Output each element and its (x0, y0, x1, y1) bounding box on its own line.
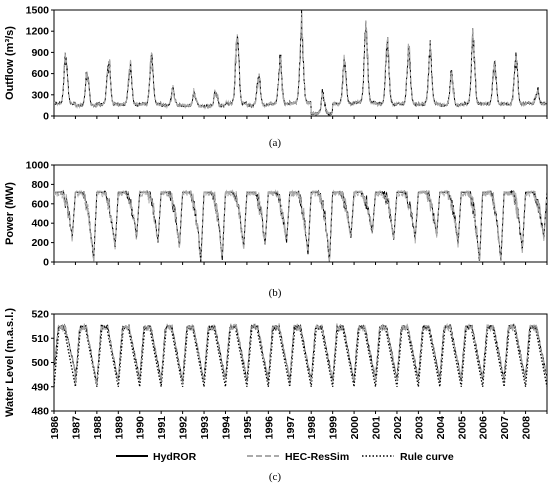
caption-a: (a) (269, 137, 282, 149)
y-tick-label: 600 (31, 198, 49, 210)
y-tick-label: 200 (31, 237, 49, 249)
y-tick-label: 510 (31, 333, 49, 345)
legend-hydror-label: HydROR (153, 451, 197, 463)
panels: 0 300 600 900 1200 1500 Outflow (m³/s) (a) 0 200 4… (4, 5, 548, 418)
panel-b: 0 200 400 600 800 1000 Power (MW) (b) (4, 160, 548, 299)
x-tick-label: 1990 (135, 416, 147, 440)
x-tick-label: 2002 (392, 416, 404, 440)
y-tick-label: 1200 (26, 26, 50, 38)
x-tick-label: 2007 (499, 416, 511, 440)
y-tick-label: 500 (31, 357, 49, 369)
x-tick-label: 1997 (285, 416, 297, 440)
x-tick-label: 2005 (456, 416, 468, 440)
x-tick-label: 1994 (220, 416, 232, 440)
x-tick-label: 1995 (242, 416, 254, 440)
y-tick-label: 800 (31, 179, 49, 191)
y-tick-label: 490 (31, 381, 49, 393)
y-tick-label: 480 (31, 406, 49, 418)
x-tick-label: 1989 (113, 416, 125, 440)
x-tick-label: 1988 (92, 416, 104, 440)
y-tick-label: 600 (31, 68, 49, 80)
legend: HydROR HEC-ResSim Rule curve (116, 451, 454, 463)
x-tick-label: 1987 (70, 416, 82, 440)
legend-hecressim-label: HEC-ResSim (285, 451, 349, 463)
x-tick-label: 2001 (371, 416, 383, 440)
series-rule-curve-line (54, 325, 547, 387)
series-group-b (54, 189, 547, 262)
x-tick-label: 1993 (199, 416, 211, 440)
plot-frame-b (53, 164, 548, 263)
y-axis-label: Outflow (m³/s) (4, 26, 16, 100)
x-tick-label: 1992 (178, 416, 190, 440)
y-tick-label: 400 (31, 218, 49, 230)
panel-c: 480 490 500 510 520 Water Level (m.a.s.l.) (4, 308, 548, 418)
x-tick-label: 1986 (49, 416, 61, 440)
x-tick-label: 2003 (413, 416, 425, 440)
caption-c: (c) (269, 471, 282, 483)
x-tick-label: 2000 (349, 416, 361, 440)
x-tick-label: 2004 (435, 416, 447, 440)
x-tick-label: 1996 (263, 416, 275, 440)
y-axis-label: Water Level (m.a.s.l.) (4, 308, 16, 417)
series-hecressim-line (54, 13, 547, 116)
plot-frame-a (53, 9, 548, 117)
y-tick-label: 1000 (26, 160, 50, 172)
y-tick-label: 900 (31, 47, 49, 59)
y-tick-label: 520 (31, 309, 49, 321)
y-tick-label: 300 (31, 89, 49, 101)
x-tick-label: 2008 (521, 416, 533, 440)
y-tick-label: 0 (43, 111, 49, 123)
y-tick-label: 1500 (26, 5, 50, 17)
x-tick-label: 1991 (156, 416, 168, 440)
series-hydror-line (54, 10, 547, 116)
caption-b: (b) (269, 287, 282, 299)
series-hecressim-line (54, 189, 547, 262)
x-tick-label: 2006 (478, 416, 490, 440)
panel-a: 0 300 600 900 1200 1500 Outflow (m³/s) (a) (4, 5, 548, 149)
x-tick-label: 1998 (306, 416, 318, 440)
y-tick-label: 0 (43, 257, 49, 269)
legend-rulecurve-label: Rule curve (400, 451, 454, 463)
series-group-c (54, 322, 547, 387)
series-group-a (54, 10, 547, 116)
series-hecressim-line (54, 322, 547, 386)
y-axis-label: Power (MW) (4, 182, 16, 245)
x-tick-label: 1999 (328, 416, 340, 440)
series-hydror-line (54, 323, 547, 386)
x-axis-years: 1986 1987 1988 1989 1990 1991 1992 1993 1994 1995… (49, 416, 533, 440)
